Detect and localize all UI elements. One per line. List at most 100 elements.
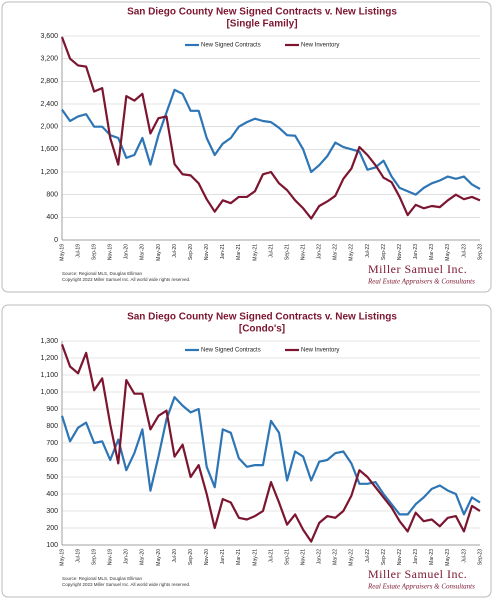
x-tick-label: Mar-23 xyxy=(429,549,435,565)
y-tick-label: 700 xyxy=(46,440,58,447)
y-tick-label: 800 xyxy=(46,192,58,199)
x-tick-label: May-20 xyxy=(156,244,162,261)
x-tick-label: Jan-22 xyxy=(317,549,323,565)
x-tick-label: Jul-23 xyxy=(461,244,467,258)
x-tick-label: May-19 xyxy=(59,549,65,566)
x-tick-label: Sep-23 xyxy=(477,244,483,260)
x-tick-label: Nov-22 xyxy=(397,244,403,260)
panel-border xyxy=(1,304,492,598)
chart-title: San Diego County New Signed Contracts v.… xyxy=(127,7,397,18)
x-tick-label: Nov-19 xyxy=(108,244,114,260)
x-tick-label: May-23 xyxy=(445,244,451,261)
chart: San Diego County New Signed Contracts v.… xyxy=(40,312,483,591)
x-tick-label: Jul-22 xyxy=(365,244,371,258)
y-tick-label: 1,200 xyxy=(40,169,58,176)
x-tick-label: May-21 xyxy=(252,244,258,261)
x-tick-label: Jan-20 xyxy=(124,244,130,260)
x-tick-label: May-19 xyxy=(59,244,65,261)
x-tick-label: Nov-19 xyxy=(108,549,114,565)
x-tick-label: Sep-19 xyxy=(91,549,97,565)
x-tick-label: Mar-20 xyxy=(140,244,146,260)
y-tick-label: 500 xyxy=(46,474,58,481)
x-tick-label: Nov-20 xyxy=(204,244,210,260)
x-tick-label: Jan-23 xyxy=(413,549,419,565)
y-tick-label: 1,600 xyxy=(40,146,58,153)
brand: Miller Samuel Inc. xyxy=(368,567,467,581)
x-tick-label: Sep-20 xyxy=(188,244,194,260)
x-tick-label: Sep-23 xyxy=(477,549,483,565)
legend-label: New Inventory xyxy=(301,348,339,354)
x-tick-label: May-22 xyxy=(349,244,355,261)
x-tick-label: Jan-21 xyxy=(220,244,226,260)
source-note: Copyright 2023 Miller Samuel Inc. All wo… xyxy=(62,277,190,282)
x-tick-label: Jan-21 xyxy=(220,549,226,565)
x-tick-label: Jul-22 xyxy=(365,549,371,563)
chart: San Diego County New Signed Contracts v.… xyxy=(40,7,483,286)
x-tick-label: Mar-22 xyxy=(333,549,339,565)
series-line xyxy=(60,396,481,516)
legend-label: New Signed Contracts xyxy=(201,348,261,354)
x-tick-label: Jan-23 xyxy=(413,244,419,260)
series-line xyxy=(60,36,481,220)
y-tick-label: 600 xyxy=(46,457,58,464)
x-tick-label: Sep-22 xyxy=(381,549,387,565)
y-tick-label: 3,600 xyxy=(40,33,58,40)
x-tick-label: Mar-21 xyxy=(236,549,242,565)
y-tick-label: 1,100 xyxy=(40,372,58,379)
y-tick-label: 300 xyxy=(46,508,58,515)
x-tick-label: Jan-20 xyxy=(124,549,130,565)
y-tick-label: 1,200 xyxy=(40,355,58,362)
x-tick-label: Sep-20 xyxy=(188,549,194,565)
brand: Miller Samuel Inc. xyxy=(368,262,467,276)
y-tick-label: 3,200 xyxy=(40,56,58,63)
x-tick-label: May-22 xyxy=(349,549,355,566)
chart-subtitle: [Single Family] xyxy=(226,19,297,30)
y-tick-label: 1,000 xyxy=(40,389,58,396)
y-tick-label: 2,000 xyxy=(40,124,58,131)
y-tick-label: 100 xyxy=(46,542,58,549)
y-tick-label: 1,300 xyxy=(40,338,58,345)
legend-label: New Inventory xyxy=(301,43,339,49)
x-tick-label: Sep-19 xyxy=(91,244,97,260)
x-tick-label: Jul-20 xyxy=(172,244,178,258)
y-tick-label: 900 xyxy=(46,406,58,413)
series-line xyxy=(60,344,481,543)
y-tick-label: 0 xyxy=(54,237,58,244)
y-tick-label: 400 xyxy=(46,214,58,221)
source-note: Source: Regional MLS, Douglas Elliman xyxy=(62,576,143,581)
x-tick-label: Mar-20 xyxy=(140,549,146,565)
chart-title: San Diego County New Signed Contracts v.… xyxy=(127,312,397,323)
y-tick-label: 800 xyxy=(46,423,58,430)
x-tick-label: Mar-22 xyxy=(333,244,339,260)
y-tick-label: 2,800 xyxy=(40,78,58,85)
x-tick-label: Jul-19 xyxy=(75,244,81,258)
x-tick-label: Jul-23 xyxy=(461,549,467,563)
y-tick-label: 400 xyxy=(46,491,58,498)
brand-tagline: Real Estate Appraisers & Consultants xyxy=(367,278,475,286)
x-tick-label: Mar-21 xyxy=(236,244,242,260)
x-tick-label: Mar-23 xyxy=(429,244,435,260)
series-line xyxy=(61,88,481,196)
source-note: Copyright 2023 Miller Samuel Inc. All wo… xyxy=(62,582,190,587)
x-tick-label: May-21 xyxy=(252,549,258,566)
y-tick-label: 200 xyxy=(46,525,58,532)
x-tick-label: Nov-20 xyxy=(204,549,210,565)
x-tick-label: Jul-21 xyxy=(268,549,274,563)
source-note: Source: Regional MLS, Douglas Elliman xyxy=(62,271,143,276)
x-tick-label: Sep-21 xyxy=(284,549,290,565)
legend-label: New Signed Contracts xyxy=(201,43,261,49)
y-tick-label: 2,400 xyxy=(40,101,58,108)
x-tick-label: May-20 xyxy=(156,549,162,566)
panel-border xyxy=(1,1,492,293)
x-tick-label: Nov-21 xyxy=(300,244,306,260)
x-tick-label: Jul-20 xyxy=(172,549,178,563)
x-tick-label: Sep-22 xyxy=(381,244,387,260)
x-tick-label: Nov-21 xyxy=(300,549,306,565)
x-tick-label: Jul-19 xyxy=(75,549,81,563)
brand-tagline: Real Estate Appraisers & Consultants xyxy=(367,583,475,591)
x-tick-label: Jul-21 xyxy=(268,244,274,258)
x-tick-label: Nov-22 xyxy=(397,549,403,565)
chart-subtitle: [Condo's] xyxy=(239,324,285,335)
x-tick-label: Sep-21 xyxy=(284,244,290,260)
